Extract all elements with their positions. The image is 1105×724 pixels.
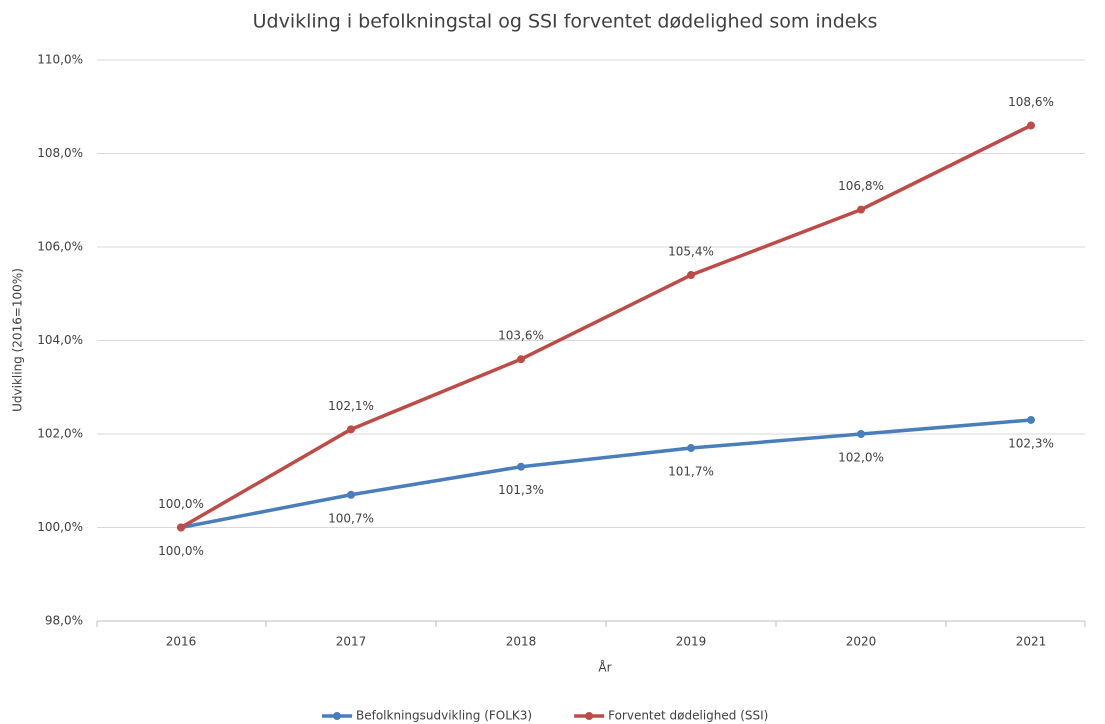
- marker: [1027, 415, 1035, 424]
- x-tick-label: 2017: [336, 635, 367, 649]
- y-axis-title: Udvikling (2016=100%): [11, 268, 25, 412]
- data-label: 101,3%: [498, 483, 544, 497]
- legend-marker: [585, 712, 594, 720]
- legend-label: Befolkningsudvikling (FOLK3): [356, 709, 532, 723]
- data-label: 100,0%: [158, 497, 204, 511]
- marker: [517, 355, 525, 364]
- y-tick-label: 102,0%: [37, 427, 83, 441]
- y-tick-label: 108,0%: [37, 146, 83, 160]
- marker: [1027, 121, 1035, 130]
- legend-label: Forventet dødelighed (SSI): [608, 709, 768, 723]
- marker: [687, 444, 695, 453]
- y-tick-label: 100,0%: [37, 520, 83, 534]
- x-tick-label: 2016: [166, 635, 197, 649]
- data-label: 102,1%: [328, 399, 374, 413]
- y-tick-label: 104,0%: [37, 333, 83, 347]
- marker: [687, 271, 695, 280]
- series-line: [180, 418, 1032, 530]
- y-tick-label: 106,0%: [37, 240, 83, 254]
- legend-marker: [333, 712, 341, 720]
- series-line: [180, 123, 1032, 530]
- data-label: 101,7%: [668, 465, 714, 479]
- marker: [857, 430, 865, 438]
- x-tick-label: 2020: [846, 635, 877, 649]
- x-axis-title: År: [598, 660, 611, 675]
- data-label: 100,0%: [158, 544, 204, 558]
- marker: [857, 205, 865, 214]
- data-label: 103,6%: [498, 329, 544, 343]
- data-label: 102,0%: [838, 451, 884, 465]
- marker: [347, 425, 355, 434]
- data-label: 105,4%: [668, 245, 714, 259]
- y-tick-label: 110,0%: [37, 53, 83, 67]
- x-tick-label: 2021: [1016, 635, 1047, 649]
- x-tick-label: 2018: [506, 635, 537, 649]
- data-label: 100,7%: [328, 511, 374, 525]
- chart-title: Udvikling i befolkningstal og SSI forven…: [253, 11, 878, 33]
- data-label: 108,6%: [1008, 95, 1054, 109]
- data-label: 106,8%: [838, 179, 884, 193]
- marker: [177, 523, 185, 532]
- marker: [517, 462, 525, 471]
- y-tick-label: 98,0%: [45, 614, 83, 628]
- x-tick-label: 2019: [676, 635, 707, 649]
- data-label: 102,3%: [1008, 436, 1054, 450]
- marker: [347, 490, 355, 499]
